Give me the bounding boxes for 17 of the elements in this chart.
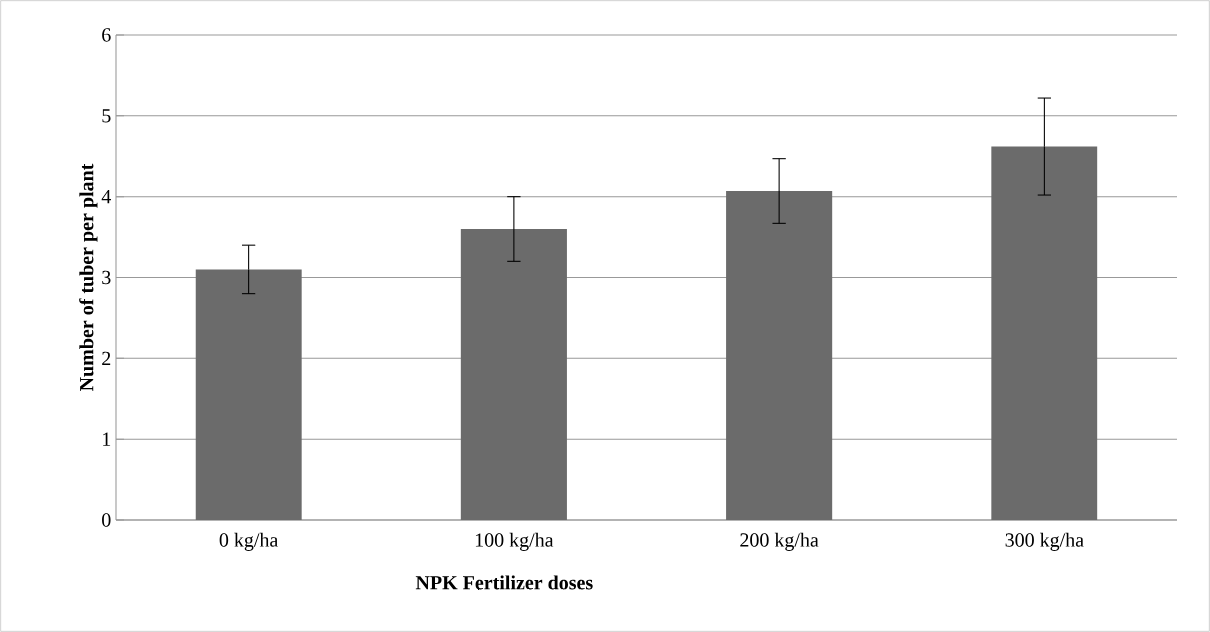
- x-tick-label: 0 kg/ha: [219, 532, 279, 551]
- y-tick-label: 6: [102, 28, 111, 42]
- y-tick-label: 1: [103, 432, 111, 446]
- bar: [195, 269, 302, 520]
- bar: [726, 191, 833, 520]
- bar: [991, 146, 1098, 520]
- x-axis-title: NPK Fertilizer doses: [415, 575, 593, 590]
- y-axis-title: Number of tuber per plant: [79, 163, 98, 392]
- x-tick-label: 100 kg/ha: [475, 532, 554, 551]
- y-tick-label: 4: [101, 190, 111, 204]
- x-tick-label: 200 kg/ha: [740, 532, 819, 551]
- y-tick-label: 2: [102, 351, 111, 365]
- y-tick-label: 3: [102, 270, 111, 285]
- y-tick-label: 5: [102, 109, 111, 123]
- x-tick-label: 300 kg/ha: [1005, 532, 1084, 551]
- bar: [460, 229, 567, 520]
- y-tick-label: 0: [102, 513, 111, 527]
